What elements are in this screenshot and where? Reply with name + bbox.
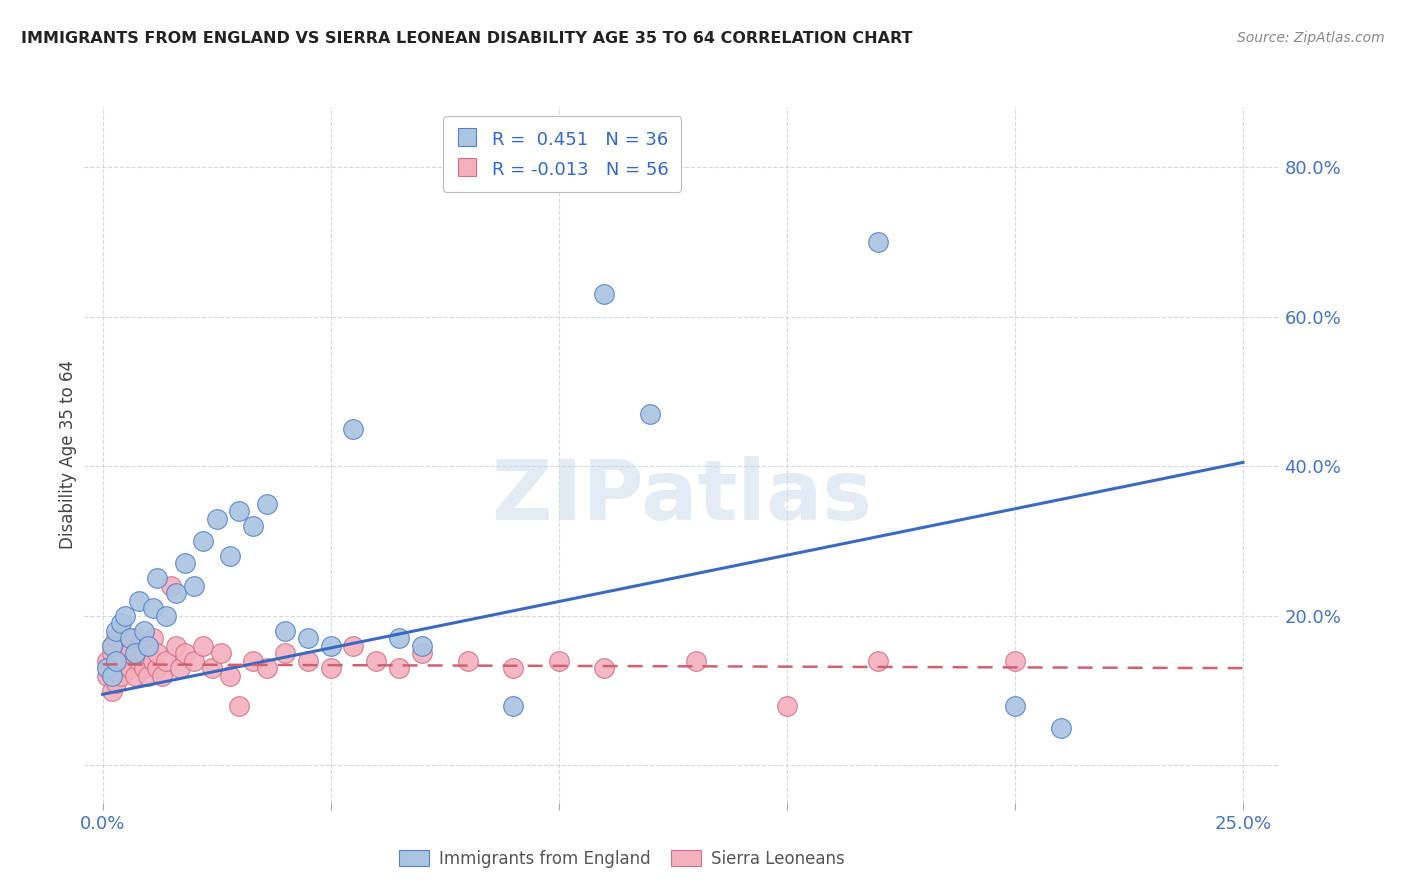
Point	[274, 624, 297, 638]
Point	[1004, 698, 1026, 713]
Point	[242, 519, 264, 533]
Point	[160, 579, 183, 593]
Point	[219, 668, 242, 682]
Point	[366, 654, 388, 668]
Point	[593, 287, 616, 301]
Point	[411, 646, 433, 660]
Point	[1049, 721, 1071, 735]
Point	[201, 661, 224, 675]
Point	[124, 668, 146, 682]
Point	[228, 504, 250, 518]
Point	[142, 601, 165, 615]
Point	[1004, 654, 1026, 668]
Text: Source: ZipAtlas.com: Source: ZipAtlas.com	[1237, 31, 1385, 45]
Point	[96, 661, 118, 675]
Point	[165, 639, 187, 653]
Point	[146, 661, 169, 675]
Point	[219, 549, 242, 563]
Point	[776, 698, 799, 713]
Point	[124, 631, 146, 645]
Point	[146, 646, 169, 660]
Point	[388, 661, 411, 675]
Point	[173, 557, 195, 571]
Point	[256, 661, 278, 675]
Text: IMMIGRANTS FROM ENGLAND VS SIERRA LEONEAN DISABILITY AGE 35 TO 64 CORRELATION CH: IMMIGRANTS FROM ENGLAND VS SIERRA LEONEA…	[21, 31, 912, 46]
Point	[155, 654, 177, 668]
Point	[274, 646, 297, 660]
Point	[150, 668, 173, 682]
Point	[297, 654, 319, 668]
Point	[169, 661, 191, 675]
Point	[128, 654, 150, 668]
Point	[96, 654, 118, 668]
Point	[173, 646, 195, 660]
Text: ZIPatlas: ZIPatlas	[492, 456, 872, 537]
Point	[205, 511, 228, 525]
Point	[183, 579, 205, 593]
Point	[110, 624, 132, 638]
Point	[100, 668, 122, 682]
Point	[502, 698, 524, 713]
Point	[388, 631, 411, 645]
Point	[868, 654, 890, 668]
Point	[124, 646, 146, 660]
Point	[128, 594, 150, 608]
Point	[110, 668, 132, 682]
Point	[132, 624, 155, 638]
Point	[457, 654, 479, 668]
Point	[118, 646, 141, 660]
Point	[100, 646, 122, 660]
Point	[142, 654, 165, 668]
Point	[105, 624, 128, 638]
Point	[114, 654, 136, 668]
Point	[411, 639, 433, 653]
Point	[105, 661, 128, 675]
Point	[128, 639, 150, 653]
Point	[593, 661, 616, 675]
Point	[165, 586, 187, 600]
Point	[136, 668, 159, 682]
Point	[228, 698, 250, 713]
Point	[342, 422, 364, 436]
Point	[183, 654, 205, 668]
Point	[118, 661, 141, 675]
Point	[142, 631, 165, 645]
Point	[297, 631, 319, 645]
Point	[191, 533, 214, 548]
Point	[100, 683, 122, 698]
Point	[110, 646, 132, 660]
Point	[319, 661, 342, 675]
Point	[191, 639, 214, 653]
Point	[105, 676, 128, 690]
Point	[118, 631, 141, 645]
Point	[96, 668, 118, 682]
Point	[868, 235, 890, 249]
Point	[136, 639, 159, 653]
Point	[136, 639, 159, 653]
Point	[105, 654, 128, 668]
Y-axis label: Disability Age 35 to 64: Disability Age 35 to 64	[59, 360, 77, 549]
Point	[638, 407, 661, 421]
Point	[342, 639, 364, 653]
Point	[155, 608, 177, 623]
Point	[110, 616, 132, 631]
Point	[242, 654, 264, 668]
Point	[114, 639, 136, 653]
Point	[685, 654, 707, 668]
Point	[132, 661, 155, 675]
Point	[502, 661, 524, 675]
Point	[100, 639, 122, 653]
Point	[105, 631, 128, 645]
Point	[146, 571, 169, 585]
Point	[256, 497, 278, 511]
Point	[100, 639, 122, 653]
Point	[547, 654, 569, 668]
Legend: Immigrants from England, Sierra Leoneans: Immigrants from England, Sierra Leoneans	[392, 843, 852, 874]
Point	[209, 646, 232, 660]
Point	[319, 639, 342, 653]
Point	[114, 608, 136, 623]
Point	[132, 646, 155, 660]
